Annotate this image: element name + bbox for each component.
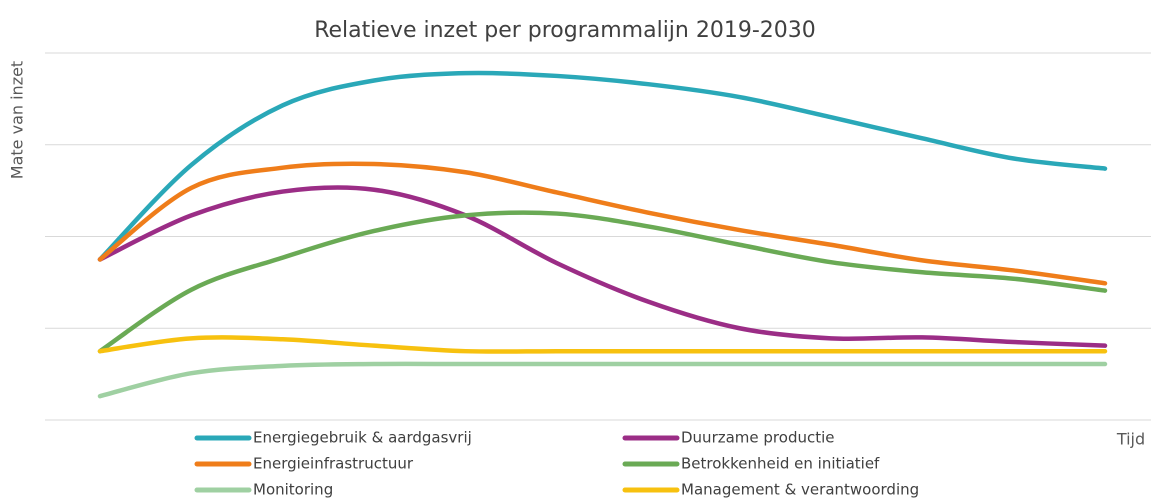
y-axis-label: Mate van inzet xyxy=(8,61,27,179)
series-line xyxy=(97,161,1108,286)
legend-label: Energiegebruik & aardgasvrij xyxy=(253,429,472,447)
legend-label: Energieinfrastructuur xyxy=(253,455,414,473)
series-line xyxy=(97,70,1108,262)
legend-label: Betrokkenheid en initiatief xyxy=(681,455,880,473)
legend-label: Monitoring xyxy=(253,481,333,499)
series-line xyxy=(97,335,1108,354)
chart-title: Relatieve inzet per programmalijn 2019-2… xyxy=(314,18,816,43)
series-line xyxy=(97,361,1108,399)
x-axis-label: Tijd xyxy=(1116,430,1145,449)
legend-label: Duurzame productie xyxy=(681,429,835,447)
legend-label: Management & verantwoording xyxy=(681,481,919,499)
series-line xyxy=(97,210,1108,354)
series-line xyxy=(97,185,1108,348)
